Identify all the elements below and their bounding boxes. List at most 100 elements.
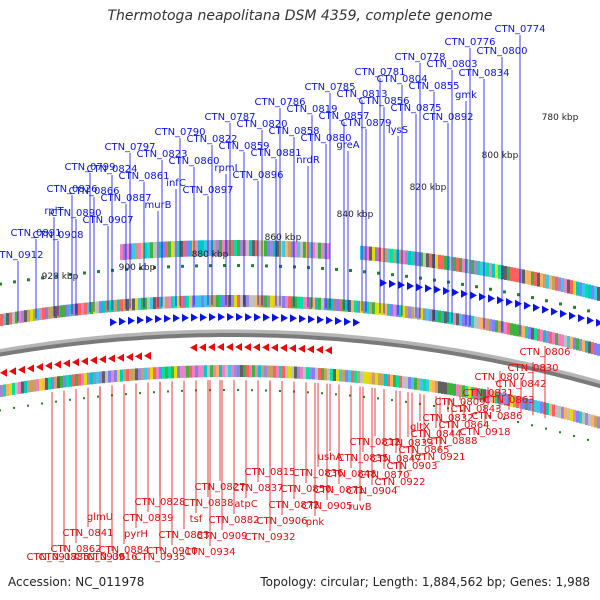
- gene-block: [330, 298, 333, 311]
- reverse-gene-label: ruvB: [348, 502, 371, 513]
- gene-block: [582, 339, 585, 352]
- gene-block: [363, 246, 366, 261]
- forward-gene-label: CTN_0787: [204, 112, 255, 123]
- gene-block: [327, 243, 330, 260]
- gene-block: [264, 365, 267, 378]
- gene-blocks: [0, 240, 600, 429]
- gene-block: [198, 240, 201, 257]
- gene-block: [390, 248, 393, 263]
- gene-block: [300, 241, 303, 258]
- gene-block: [186, 240, 189, 257]
- gene-block: [420, 378, 423, 391]
- forward-gene-arrow: [506, 297, 513, 306]
- gene-block: [117, 369, 120, 382]
- forward-gene-arrow: [353, 318, 360, 327]
- genome-backbone: [0, 333, 600, 389]
- gene-block: [186, 295, 189, 308]
- forward-gene-arrow: [164, 314, 171, 323]
- gene-block: [261, 365, 264, 378]
- gene-block: [216, 240, 219, 257]
- gene-block: [426, 308, 429, 321]
- gene-block: [108, 300, 111, 313]
- scale-dot: [97, 270, 100, 274]
- gene-block: [213, 365, 216, 378]
- gene-block: [195, 240, 198, 257]
- gene-block: [399, 305, 402, 318]
- forward-gene-arrow: [245, 313, 252, 322]
- gene-block: [324, 243, 327, 260]
- gene-block: [24, 380, 27, 393]
- scale-dot: [559, 302, 562, 306]
- gene-block: [552, 275, 555, 290]
- gene-block: [321, 297, 324, 310]
- gene-block: [126, 298, 129, 311]
- gene-block: [405, 376, 408, 389]
- gene-block: [477, 261, 480, 276]
- gene-block: [105, 300, 108, 313]
- gene-block: [486, 318, 489, 331]
- gene-block: [597, 416, 600, 429]
- scale-dot: [531, 424, 533, 427]
- gene-block: [273, 365, 276, 378]
- gene-block: [99, 371, 102, 384]
- gene-block: [144, 367, 147, 380]
- scale-dot: [293, 265, 296, 269]
- gene-block: [168, 241, 171, 258]
- scale-dot: [0, 409, 1, 412]
- gene-block: [384, 303, 387, 316]
- gene-block: [348, 299, 351, 312]
- gene-block: [453, 383, 456, 396]
- gene-block: [537, 272, 540, 287]
- gene-block: [237, 295, 240, 308]
- gene-block: [132, 368, 135, 381]
- gene-block: [348, 370, 351, 383]
- gene-block: [450, 383, 453, 396]
- gene-block: [552, 332, 555, 345]
- forward-gene-label: lysS: [388, 125, 408, 136]
- gene-block: [48, 306, 51, 319]
- gene-block: [177, 366, 180, 379]
- gene-block: [495, 264, 498, 279]
- gene-block: [555, 405, 558, 418]
- reverse-gene-arrow: [298, 344, 305, 353]
- gene-block: [507, 322, 510, 335]
- forward-gene-label: murB: [144, 200, 171, 211]
- gene-block: [444, 311, 447, 324]
- gene-block: [558, 405, 561, 418]
- scale-dot: [97, 395, 99, 398]
- gene-block: [525, 326, 528, 339]
- gene-block: [303, 296, 306, 309]
- gene-block: [591, 414, 594, 427]
- gene-block: [186, 365, 189, 378]
- forward-gene-arrow: [200, 313, 207, 322]
- gene-block: [249, 295, 252, 308]
- reverse-gene-label: CTN_0936: [74, 552, 125, 563]
- forward-gene-label: CTN_0881: [250, 148, 301, 159]
- reverse-gene-label: CTN_0862: [50, 544, 101, 555]
- gene-block: [459, 384, 462, 397]
- gene-block: [324, 368, 327, 381]
- forward-gene-arrow: [470, 291, 477, 300]
- gene-block: [459, 313, 462, 326]
- gene-block: [444, 382, 447, 395]
- reverse-gene-arrow: [244, 343, 251, 352]
- gene-block: [381, 373, 384, 386]
- gene-block: [258, 365, 261, 378]
- forward-gene-arrow: [254, 313, 261, 322]
- scale-dot: [27, 278, 30, 282]
- reverse-gene-arrow: [271, 343, 278, 352]
- gene-block: [465, 314, 468, 327]
- gene-block: [360, 301, 363, 314]
- gene-block: [522, 325, 525, 338]
- gene-block: [180, 365, 183, 378]
- gene-block: [105, 370, 108, 383]
- forward-gene-label: infC: [166, 178, 186, 189]
- gene-block: [198, 295, 201, 308]
- gene-block: [135, 243, 138, 260]
- gene-block: [135, 368, 138, 381]
- gene-block: [336, 369, 339, 382]
- reverse-gene-arrow: [316, 345, 323, 354]
- gene-block: [261, 240, 264, 257]
- scale-dot: [489, 287, 492, 291]
- gene-block: [579, 282, 582, 297]
